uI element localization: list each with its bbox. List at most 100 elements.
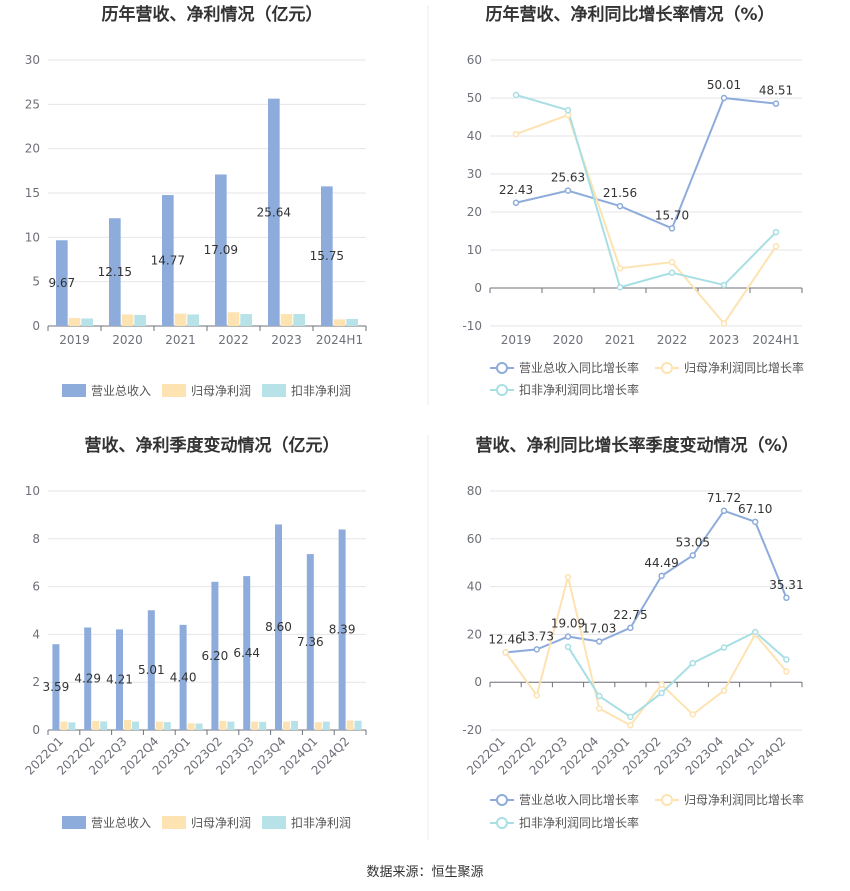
series-point — [751, 518, 759, 526]
bar-net-profit — [280, 314, 293, 326]
bar-net-profit — [187, 723, 195, 730]
bar-deducted-profit — [354, 720, 362, 730]
series-point — [627, 721, 634, 729]
y-tick-label: 10 — [25, 484, 40, 498]
series-line-net-profit-growth — [504, 576, 788, 727]
legend-label: 归母净利润同比增长率 — [684, 360, 804, 375]
bar-net-profit — [121, 314, 134, 326]
bar-deducted-profit — [259, 721, 267, 730]
chart-title: 历年营收、净利同比增长率情况（%） — [485, 4, 774, 25]
legend-label: 扣非净利润同比增长率 — [519, 382, 639, 397]
bar-deducted-profit — [134, 314, 146, 326]
y-tick-label: 40 — [467, 129, 482, 143]
bar-deducted-profit — [187, 314, 199, 326]
bar-net-profit — [314, 722, 322, 730]
series-point — [595, 705, 603, 712]
annual-revenue-profit-panel: 历年营收、净利情况（亿元） 0 5 10 15 20 25 30 2019 2020 2021 202… — [25, 4, 367, 398]
y-tick-label: 0 — [32, 319, 40, 333]
series-point — [658, 681, 665, 688]
series-point — [595, 638, 603, 645]
bar-value-label: 9.67 — [48, 276, 75, 290]
legend-label: 营业总收入 — [91, 384, 151, 398]
legend-label: 扣非净利润同比增长率 — [519, 815, 639, 830]
legend-label: 归母净利润 — [191, 816, 251, 830]
x-tick-label: 2019 — [59, 333, 90, 347]
series-point — [512, 130, 520, 138]
quarterly-growth-rate-panel: 营收、净利同比增长率季度变动情况（%）-200204060802022Q1202… — [462, 435, 804, 830]
x-tick-label: 2020 — [112, 333, 143, 347]
bar-value-label: 25.64 — [257, 205, 291, 219]
point-value-label: 50.01 — [707, 78, 741, 92]
series-point — [689, 552, 697, 559]
point-value-label: 53.05 — [676, 535, 710, 549]
series-point — [772, 100, 780, 107]
bar-revenue — [162, 195, 174, 326]
bar-revenue — [211, 581, 219, 730]
y-tick-label: 10 — [467, 243, 482, 257]
bar-deducted-profit — [293, 314, 305, 326]
legend-swatch — [62, 384, 86, 397]
bar-value-label: 8.60 — [265, 620, 292, 634]
y-tick-label: 50 — [467, 91, 482, 105]
series-line-net-profit-growth — [515, 113, 777, 325]
bar-revenue — [275, 524, 283, 730]
series-point — [720, 687, 728, 694]
legend-label: 营业总收入同比增长率 — [519, 360, 639, 375]
series-point — [720, 644, 728, 651]
point-value-label: 22.75 — [613, 608, 647, 622]
legend-marker — [661, 794, 673, 806]
point-value-label: 22.43 — [499, 183, 533, 197]
annual-growth-rate-panel: 历年营收、净利同比增长率情况（%） -10 0 10 20 30 40 50 60 2019 202… — [462, 4, 804, 397]
bar-deducted-profit — [346, 318, 358, 326]
y-tick-label: 40 — [467, 580, 482, 594]
point-value-label: 67.10 — [738, 502, 772, 516]
bar-value-label: 3.59 — [43, 680, 70, 694]
bar-revenue — [52, 644, 60, 730]
bar-revenue — [147, 610, 155, 730]
bar-value-label: 7.36 — [297, 635, 324, 649]
bar-revenue — [109, 218, 121, 326]
y-tick-label: 20 — [25, 142, 40, 156]
series-point — [720, 281, 728, 289]
bar-deducted-profit — [290, 720, 298, 730]
bar-net-profit — [219, 720, 227, 730]
y-tick-label: 5 — [32, 275, 40, 289]
legend-label: 营业总收入 — [91, 816, 151, 830]
y-tick-label: 4 — [32, 627, 40, 641]
point-value-label: 48.51 — [759, 84, 793, 98]
series-line-revenue-growth — [505, 509, 788, 654]
point-value-label: 44.49 — [644, 556, 678, 570]
point-value-label: 19.09 — [551, 617, 585, 631]
series-point — [658, 572, 665, 580]
y-tick-label: 6 — [32, 580, 40, 594]
series-point — [689, 711, 697, 718]
legend-label: 归母净利润 — [191, 384, 251, 398]
legend-label: 归母净利润同比增长率 — [684, 792, 804, 807]
bar-value-label: 12.15 — [98, 265, 132, 279]
series-point — [564, 573, 572, 581]
bar-deducted-profit — [163, 722, 171, 730]
y-tick-label: 0 — [474, 281, 482, 295]
bar-revenue — [116, 629, 124, 730]
series-point — [668, 225, 676, 232]
legend-marker — [661, 362, 673, 374]
series-point — [564, 187, 572, 194]
y-tick-label: 8 — [32, 532, 40, 546]
bar-net-profit — [346, 720, 354, 730]
y-tick-label: 0 — [32, 723, 40, 737]
series-point — [564, 633, 572, 640]
point-value-label: 71.72 — [707, 491, 741, 505]
point-value-label: 25.63 — [551, 171, 585, 185]
series-point — [772, 228, 780, 236]
chart-title: 营收、净利季度变动情况（亿元） — [85, 435, 340, 456]
legend-marker — [496, 362, 508, 374]
series-line-deducted-profit-growth — [515, 94, 777, 289]
bar-revenue — [321, 186, 333, 326]
x-tick-label: 2022 — [218, 333, 249, 347]
point-value-label: 15.70 — [655, 208, 689, 222]
bar-net-profit — [227, 312, 240, 326]
y-tick-label: 60 — [467, 532, 482, 546]
bar-net-profit — [155, 721, 163, 730]
x-tick-label: 2023 — [709, 333, 740, 347]
